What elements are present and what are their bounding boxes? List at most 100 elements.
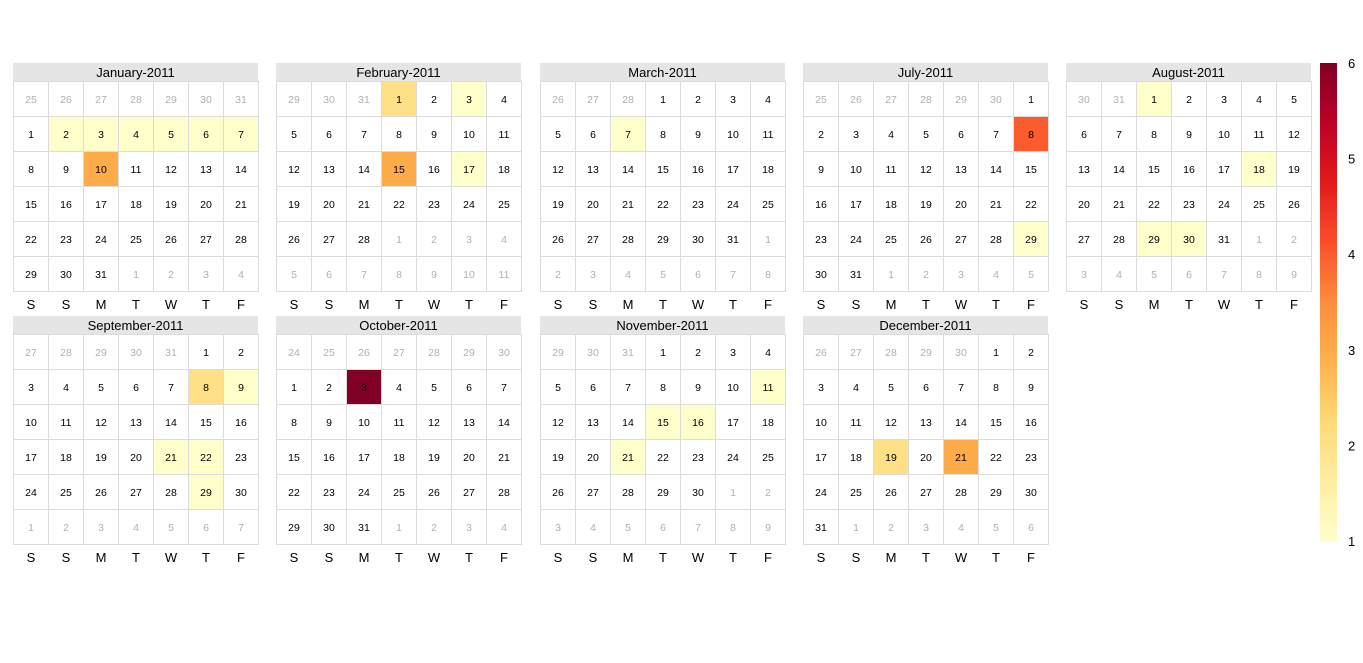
day-number: 15 [288, 452, 300, 464]
day-number: 9 [1186, 129, 1192, 141]
weekday-label: S [817, 550, 826, 565]
day-number: 6 [1081, 129, 1087, 141]
day-number: 12 [552, 417, 564, 429]
day-cell [311, 474, 347, 510]
day-cell [486, 369, 522, 405]
day-number: 10 [358, 417, 370, 429]
day-number: 13 [200, 164, 212, 176]
day-number: 10 [815, 417, 827, 429]
colorbar-tick-label: 6 [1348, 56, 1355, 71]
weekday-label: S [325, 550, 334, 565]
day-number: 28 [498, 487, 510, 499]
day-number: 20 [587, 452, 599, 464]
day-number: 30 [60, 269, 72, 281]
day-number: 9 [431, 129, 437, 141]
day-number: 26 [552, 94, 564, 106]
day-number: 1 [291, 382, 297, 394]
day-number: 18 [762, 417, 774, 429]
day-cell [1241, 81, 1277, 117]
heat-cell [750, 369, 786, 405]
day-number: 24 [815, 487, 827, 499]
day-number: 7 [501, 382, 507, 394]
day-cell [381, 116, 417, 152]
day-number: 10 [727, 129, 739, 141]
day-number: 22 [1148, 199, 1160, 211]
day-cell [943, 256, 979, 292]
day-number: 3 [1081, 269, 1087, 281]
day-number: 16 [428, 164, 440, 176]
day-number: 7 [1221, 269, 1227, 281]
day-number: 7 [958, 382, 964, 394]
day-number: 13 [587, 417, 599, 429]
day-number: 1 [993, 347, 999, 359]
day-cell [13, 256, 49, 292]
day-number: 24 [727, 199, 739, 211]
day-cell [610, 369, 646, 405]
day-number: 27 [1078, 234, 1090, 246]
day-number: 16 [815, 199, 827, 211]
day-number: 1 [730, 487, 736, 499]
colorbar-tick-label: 5 [1348, 152, 1355, 167]
weekday-label: T [132, 297, 140, 312]
weekday-label: W [955, 550, 968, 565]
day-number: 3 [730, 94, 736, 106]
day-cell [680, 439, 716, 475]
day-cell [346, 334, 382, 370]
day-cell [48, 509, 84, 545]
heat-cell [118, 116, 154, 152]
month-title: March-2011 [628, 65, 696, 80]
day-number: 20 [323, 199, 335, 211]
day-number: 23 [235, 452, 247, 464]
day-number: 20 [955, 199, 967, 211]
day-number: 2 [818, 129, 824, 141]
day-cell [486, 404, 522, 440]
day-number: 12 [288, 164, 300, 176]
day-number: 5 [888, 382, 894, 394]
day-cell [645, 116, 681, 152]
day-number: 26 [165, 234, 177, 246]
day-cell [153, 404, 189, 440]
day-number: 4 [993, 269, 999, 281]
day-cell [311, 256, 347, 292]
day-number: 2 [1291, 234, 1297, 246]
day-cell [680, 474, 716, 510]
weekday-label: T [729, 550, 737, 565]
day-cell [83, 509, 119, 545]
day-number: 19 [552, 199, 564, 211]
day-number: 5 [555, 382, 561, 394]
day-number: 19 [552, 452, 564, 464]
day-cell [486, 509, 522, 545]
day-cell [346, 256, 382, 292]
day-cell [153, 369, 189, 405]
day-cell [416, 369, 452, 405]
weekday-label: T [729, 297, 737, 312]
day-number: 26 [428, 487, 440, 499]
day-number: 6 [326, 269, 332, 281]
day-number: 28 [130, 94, 142, 106]
day-cell [1206, 221, 1242, 257]
day-cell [540, 509, 576, 545]
day-number: 23 [1183, 199, 1195, 211]
day-cell [346, 151, 382, 187]
day-cell [486, 151, 522, 187]
day-cell [943, 404, 979, 440]
day-number: 20 [130, 452, 142, 464]
day-cell [803, 151, 839, 187]
day-number: 9 [1291, 269, 1297, 281]
day-number: 19 [885, 452, 897, 464]
day-cell [978, 404, 1014, 440]
day-cell [311, 369, 347, 405]
day-number: 4 [853, 382, 859, 394]
day-number: 29 [288, 94, 300, 106]
day-number: 12 [165, 164, 177, 176]
day-number: 28 [428, 347, 440, 359]
day-number: 30 [323, 94, 335, 106]
day-cell [451, 186, 487, 222]
day-number: 29 [990, 487, 1002, 499]
day-cell [381, 439, 417, 475]
day-number: 18 [60, 452, 72, 464]
day-cell [451, 439, 487, 475]
day-number: 25 [498, 199, 510, 211]
day-cell [153, 221, 189, 257]
day-number: 27 [130, 487, 142, 499]
